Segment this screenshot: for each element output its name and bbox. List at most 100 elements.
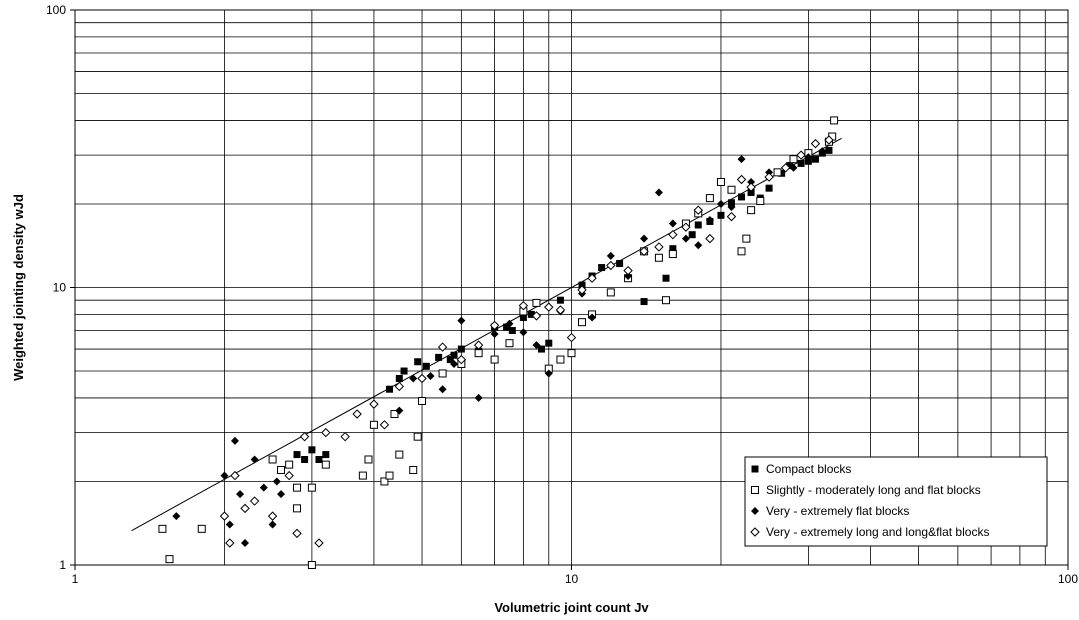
long-flat-block-point [773,168,782,177]
compact-block-point [811,155,819,163]
long-block-point [531,311,542,321]
long-flat-block-point [277,465,286,474]
long-flat-block-point [268,455,277,464]
long-block-point [219,511,230,521]
compact-block-point [738,193,746,201]
long-block-point [639,246,649,257]
long-block-point [230,470,240,481]
long-flat-block-point [556,355,565,364]
compact-block-point [694,221,702,229]
legend-marker [750,527,760,537]
flat-block-point [438,385,447,394]
long-block-point [417,373,427,384]
long-flat-block-point [285,460,294,469]
long-flat-block-point [293,504,302,513]
flat-block-point [474,393,483,402]
flat-block-point [765,168,774,177]
long-flat-block-point [830,116,839,125]
compact-block-point [435,353,443,361]
compact-block-point [669,245,677,253]
long-flat-block-point [165,555,174,564]
x-axis-ticks: 1 10 100 [72,565,1078,586]
y-axis-ticks: 1 10 100 [46,3,75,572]
flat-block-point [818,147,827,156]
long-block-point [394,381,405,392]
compact-block-point [598,264,606,272]
compact-block-point [556,296,564,304]
flat-block-point [737,155,746,164]
long-block-point [681,222,691,232]
long-block-point [668,229,678,240]
flat-block-point [654,188,663,197]
long-flat-block-point [606,288,615,297]
long-block-point [654,242,664,252]
long-block-point [810,138,821,149]
flat-block-point [395,406,404,415]
long-block-point [518,300,529,311]
flat-block-point [409,374,418,383]
legend-label: Compact blocks [766,462,851,476]
long-block-point [606,260,616,271]
flat-block-point [272,477,281,486]
long-block-point [299,431,310,442]
long-block-point [379,420,390,430]
compact-block-point [457,345,465,353]
compact-block-point [301,455,309,463]
long-flat-block-point [474,349,483,358]
flat-block-point [606,251,615,260]
long-block-point [705,233,715,244]
compact-block-point [640,298,648,306]
compact-block-point [662,274,670,282]
y-tick-label: 10 [53,281,67,295]
long-block-point [736,174,747,185]
long-flat-block-point [747,206,756,215]
long-block-point [456,354,467,365]
compact-block-point [717,211,725,219]
compact-block-point [315,455,323,463]
flat-block-point [747,177,756,186]
long-block-point [437,342,448,352]
long-flat-block-point [737,247,746,256]
compact-block-point [293,451,301,459]
long-flat-block-point [716,177,725,186]
flat-block-point [789,163,798,172]
compact-block-point [778,169,786,177]
flat-block-point [220,471,229,480]
flat-block-point [505,319,514,328]
flat-block-point [450,360,459,369]
compact-block-point [446,356,454,364]
long-block-point [473,340,484,350]
flat-block-point [457,316,466,325]
compact-block-point [527,310,535,318]
long-flat-block-point [364,455,373,464]
long-flat-block-point [438,369,447,378]
long-block-point [746,182,756,192]
compact-block-point [537,345,545,353]
flat-block-point [804,153,813,162]
flat-block-point [727,203,736,212]
x-tick-label: 10 [565,572,579,586]
compact-block-point [727,199,735,207]
long-block-point [566,332,577,343]
flat-block-point [668,219,677,228]
long-block-point [314,538,324,548]
long-block-point [249,496,260,506]
flat-block-point [544,369,553,378]
long-flat-block-point [668,250,677,259]
flat-block-point [230,436,239,445]
flat-block-point [694,241,703,250]
long-flat-block-point [409,465,418,474]
long-flat-block-point [307,561,316,569]
compact-block-point [414,358,422,366]
flat-block-point [640,234,649,243]
flat-block-point [624,272,633,281]
long-flat-block-point [197,524,206,533]
flat-block-point [426,371,435,380]
long-block-point [824,135,834,145]
long-block-point [587,273,597,283]
compact-block-point [804,157,812,165]
long-block-point [693,205,703,215]
long-flat-block-point [293,483,302,492]
flat-block-point [236,490,245,499]
